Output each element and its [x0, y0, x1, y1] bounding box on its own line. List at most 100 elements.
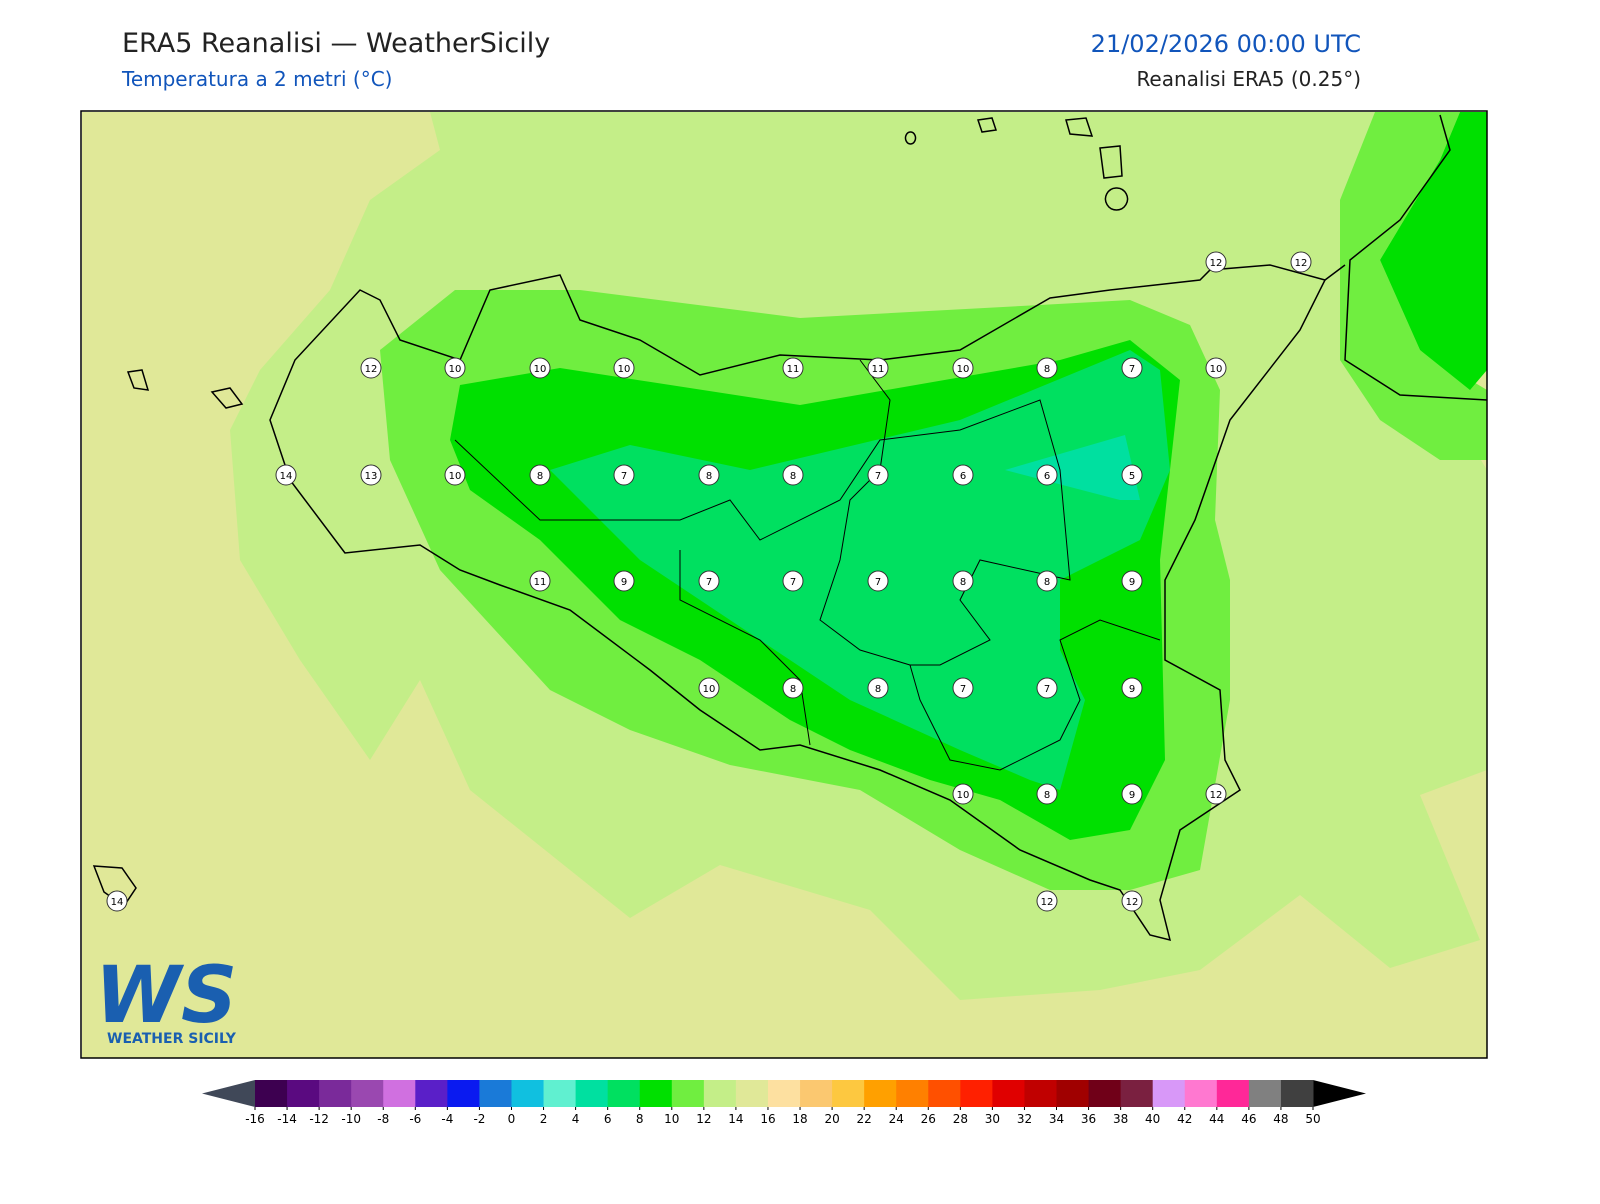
station-value: 11 — [872, 364, 885, 375]
station-marker — [698, 570, 720, 592]
contour-4-6 — [1005, 435, 1140, 500]
station-value: 10 — [957, 790, 970, 801]
station-value: 7 — [1044, 684, 1050, 695]
colorbar-swatch — [383, 1080, 416, 1107]
station-value: 9 — [1129, 790, 1135, 801]
colorbar-swatch — [928, 1080, 961, 1107]
station-marker — [782, 357, 804, 379]
station-marker — [1121, 890, 1143, 912]
colorbar-tick-label: 8 — [636, 1112, 644, 1126]
station-marker — [444, 464, 466, 486]
colorbar-tick-label: -14 — [277, 1112, 297, 1126]
station-marker — [1036, 570, 1058, 592]
station-marker — [1036, 357, 1058, 379]
colorbar-tick-label: 34 — [1049, 1112, 1064, 1126]
station-marker — [782, 677, 804, 699]
colorbar-swatch — [255, 1080, 288, 1107]
station-value: 10 — [534, 364, 547, 375]
station-marker — [1121, 570, 1143, 592]
station-value: 7 — [621, 471, 627, 482]
station-value: 9 — [621, 577, 627, 588]
colorbar-tick-label: 44 — [1209, 1112, 1224, 1126]
colorbar-swatch — [671, 1080, 705, 1107]
colorbar-tick-label: 10 — [664, 1112, 679, 1126]
station-value: 8 — [1044, 364, 1050, 375]
station-marker — [867, 570, 889, 592]
station-marker — [698, 677, 720, 699]
colorbar-swatch — [767, 1080, 801, 1107]
station-value: 9 — [1129, 577, 1135, 588]
colorbar-tick-label: 32 — [1017, 1112, 1032, 1126]
colorbar-swatch — [575, 1080, 609, 1107]
station-value: 12 — [1041, 897, 1054, 908]
colorbar-tick-label: 4 — [572, 1112, 580, 1126]
colorbar-tick-label: -16 — [245, 1112, 265, 1126]
station-value: 6 — [1044, 471, 1050, 482]
colorbar-swatch — [1120, 1080, 1154, 1107]
station-marker — [1205, 783, 1227, 805]
station-marker — [529, 570, 551, 592]
colorbar-swatch — [896, 1080, 929, 1107]
station-value: 8 — [706, 471, 712, 482]
colorbar-swatch — [543, 1080, 577, 1107]
colorbar-tick-label: 16 — [760, 1112, 775, 1126]
colorbar-swatch — [415, 1080, 448, 1107]
station-marker — [529, 357, 551, 379]
station-marker — [1121, 677, 1143, 699]
station-value: 10 — [449, 471, 462, 482]
source: Reanalisi ERA5 (0.25°) — [1136, 67, 1361, 91]
colorbar-tick-label: -8 — [377, 1112, 389, 1126]
station-value: 7 — [706, 577, 712, 588]
station-value: 7 — [790, 577, 796, 588]
colorbar-tick-label: -10 — [341, 1112, 361, 1126]
station-value: 5 — [1129, 471, 1135, 482]
station-value: 7 — [875, 577, 881, 588]
colorbar: -16 -14 -12 -10 -8 -6 -4 -2 0 2 4 6 8 10 12 14 16 18 20 22 2… — [202, 1080, 1366, 1126]
colorbar-swatch — [992, 1080, 1025, 1107]
colorbar-tick-label: 38 — [1113, 1112, 1128, 1126]
colorbar-tick-label: -4 — [441, 1112, 453, 1126]
station-marker — [1290, 251, 1312, 273]
colorbar-swatch — [1056, 1080, 1090, 1107]
colorbar-tick-label: 22 — [857, 1112, 872, 1126]
station-value: 13 — [365, 471, 378, 482]
colorbar-tick-label: 30 — [985, 1112, 1000, 1126]
station-value: 12 — [1295, 258, 1308, 269]
station-value: 12 — [1126, 897, 1139, 908]
station-marker — [1036, 890, 1058, 912]
colorbar-swatch — [479, 1080, 512, 1107]
colorbar-tick-label: 18 — [792, 1112, 807, 1126]
station-marker — [106, 890, 128, 912]
colorbar-swatch — [1216, 1080, 1250, 1107]
map — [82, 112, 1487, 1058]
colorbar-tick-label: -2 — [473, 1112, 485, 1126]
colorbar-swatch — [1024, 1080, 1058, 1107]
colorbar-swatch — [447, 1080, 480, 1107]
colorbar-swatch — [960, 1080, 993, 1107]
colorbar-tick-label: 20 — [824, 1112, 839, 1126]
colorbar-tick-label: 24 — [889, 1112, 904, 1126]
station-value: 7 — [960, 684, 966, 695]
colorbar-swatch — [1088, 1080, 1122, 1107]
station-marker — [1205, 251, 1227, 273]
logo: WS WEATHER SICILY — [95, 951, 237, 1047]
colorbar-swatch — [1248, 1080, 1282, 1107]
colorbar-tick-label: 46 — [1241, 1112, 1256, 1126]
station-value: 10 — [703, 684, 716, 695]
station-value: 11 — [787, 364, 800, 375]
colorbar-under — [202, 1080, 255, 1107]
station-value: 8 — [960, 577, 966, 588]
colorbar-tick-label: 48 — [1273, 1112, 1288, 1126]
station-marker — [1036, 783, 1058, 805]
colorbar-tick-label: -6 — [409, 1112, 421, 1126]
station-value: 8 — [1044, 577, 1050, 588]
colorbar-swatch — [1280, 1080, 1314, 1107]
colorbar-swatch — [864, 1080, 897, 1107]
colorbar-swatch — [1152, 1080, 1186, 1107]
station-marker — [867, 677, 889, 699]
station-marker — [1121, 783, 1143, 805]
station-value: 10 — [1210, 364, 1223, 375]
contour-6-8 — [550, 350, 1170, 790]
colorbar-tick-label: 50 — [1305, 1112, 1320, 1126]
